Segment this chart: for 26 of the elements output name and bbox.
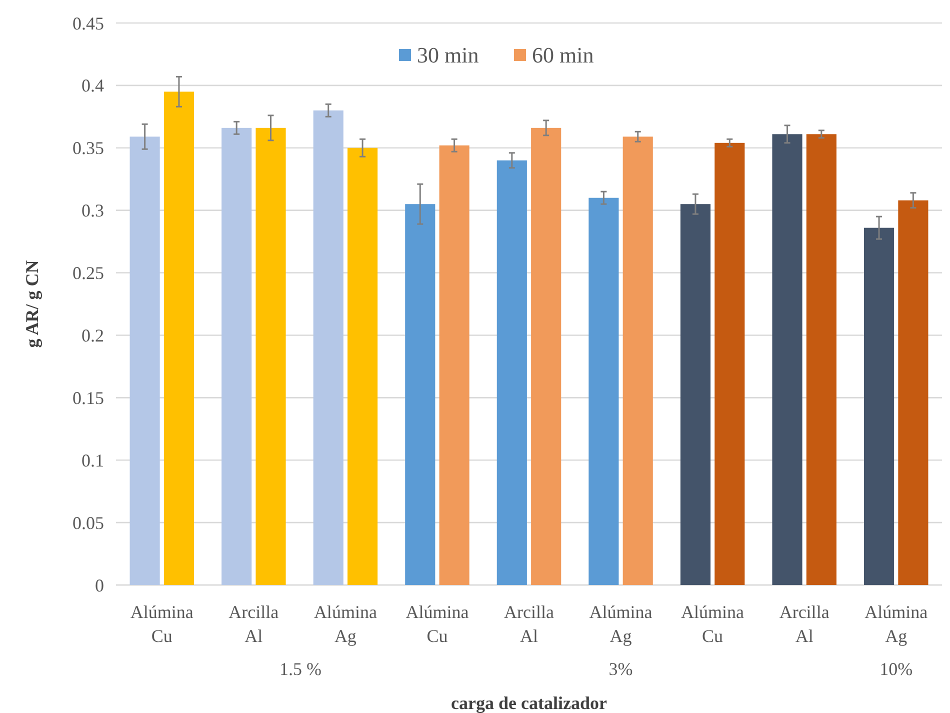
y-tick-label: 0.15 [72,388,104,408]
legend-label: 30 min [417,42,479,68]
x-tick-label: Alúmina Cu [406,602,469,646]
y-tick-label: 0.45 [72,13,104,34]
legend-label: 60 min [532,42,594,68]
text: 10% [880,659,913,679]
text: 1.5 % [279,659,322,679]
y-tick-label: 0.05 [72,512,104,533]
y-tick-label: 0.35 [72,138,104,158]
x-tick-label: Alúmina Cu [681,602,744,646]
x-tick-label: Alúmina Ag [589,602,652,646]
x-tick-label: Alúmina Cu [130,602,194,646]
x-axis-title: carga de catalizador [451,693,607,713]
x-tick-label: Arcilla Al [228,602,279,646]
y-tick-label: 0.1 [82,450,104,470]
y-axis-title: g AR/ g CN [22,260,42,348]
y-tick-label: 0.2 [82,326,104,346]
text: 3% [608,659,633,679]
x-tick-label: Arcilla Al [504,602,554,646]
x-tick-label: Arcilla Al [779,602,830,646]
y-tick-label: 0.4 [82,76,104,96]
x-tick-label: Alúmina Ag [314,602,377,646]
y-tick-label: 0 [95,575,104,596]
x-tick-label: Alúmina Ag [864,602,928,646]
y-tick-label: 0.3 [82,200,104,221]
y-tick-label: 0.25 [72,263,104,284]
